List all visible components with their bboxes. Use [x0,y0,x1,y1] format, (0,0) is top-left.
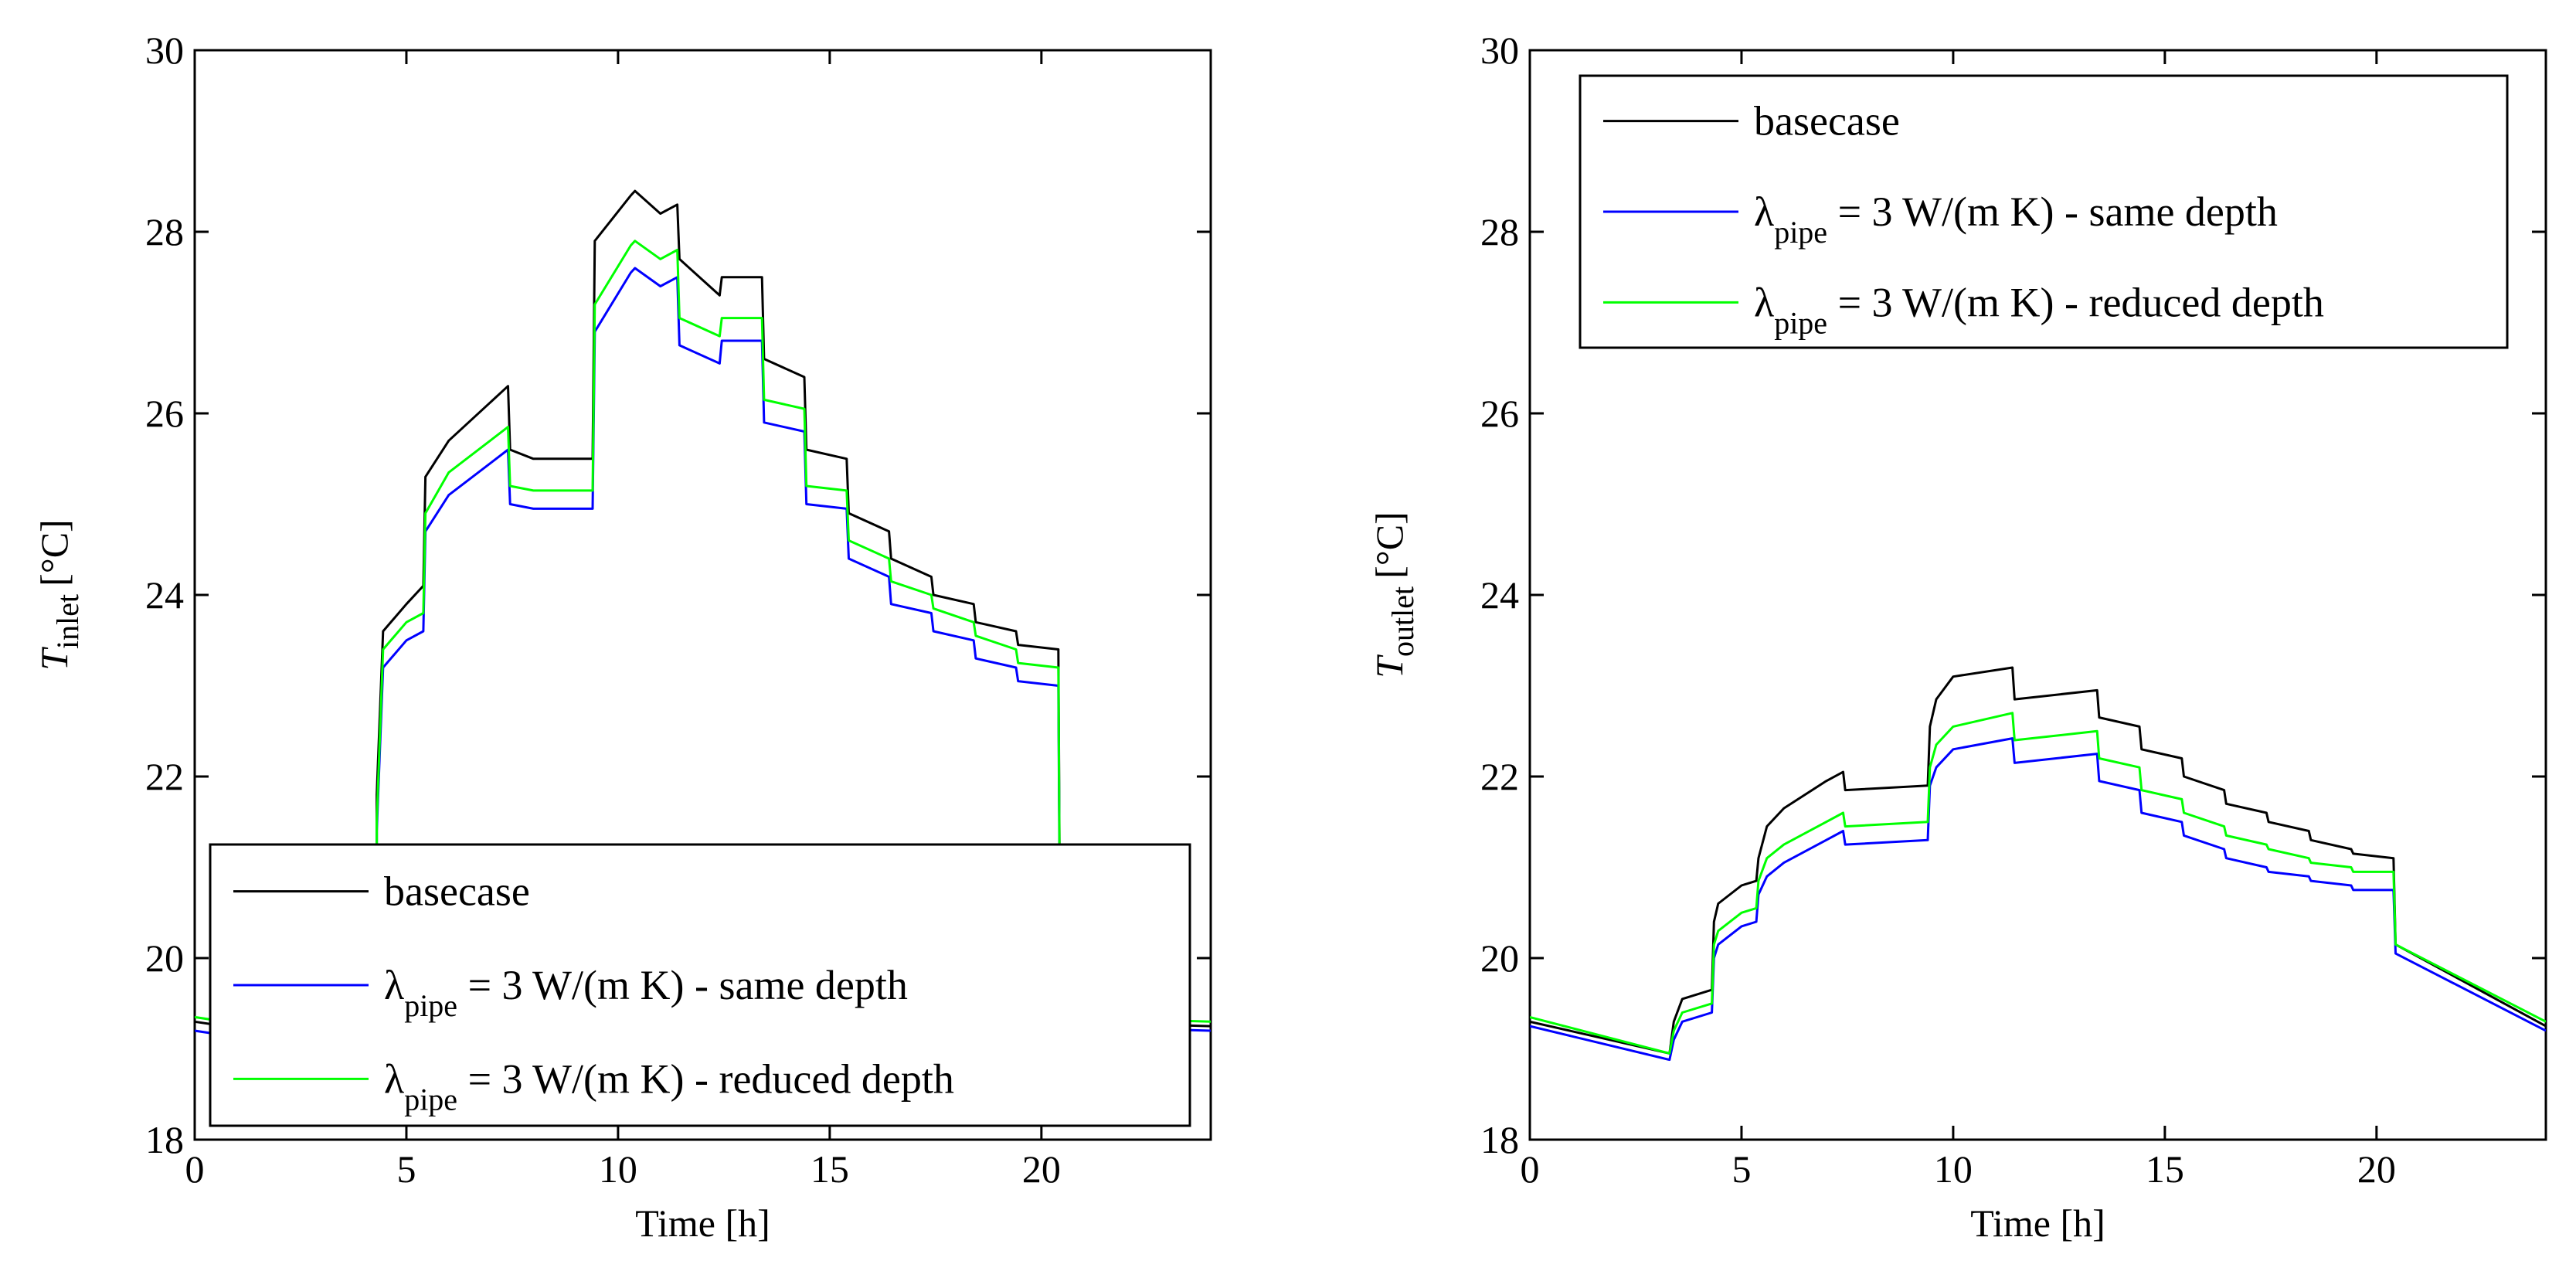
legend-label-1: λpipe = 3 W/(m K) - same depth [384,962,908,1023]
x-tick-label: 5 [396,1147,416,1191]
x-tick-label: 15 [2146,1147,2184,1191]
x-tick-label: 15 [811,1147,849,1191]
y-tick-label: 24 [145,573,184,617]
series-line-0 [1530,666,2546,1055]
legend-label-2: λpipe = 3 W/(m K) - reduced depth [384,1055,954,1116]
y-tick-label: 22 [145,755,184,798]
x-tick-label: 20 [2357,1147,2396,1191]
y-tick-label: 18 [145,1118,184,1161]
y-tick-label: 26 [1480,392,1519,435]
legend-label-0: basecase [384,868,530,915]
x-tick-label: 5 [1731,1147,1751,1191]
legend-label-1: λpipe = 3 W/(m K) - same depth [1754,189,2278,250]
y-tick-label: 30 [1480,29,1519,72]
y-axis-label: Tinlet[°C] [32,519,85,671]
x-axis-label: Time [h] [635,1201,770,1245]
x-tick-label: 10 [1934,1147,1973,1191]
y-tick-label: 26 [145,392,184,435]
x-tick-label: 10 [599,1147,637,1191]
x-tick-label: 20 [1022,1147,1061,1191]
y-tick-label: 28 [145,210,184,253]
legend-box [209,843,1191,1127]
series-line-2 [1530,712,2546,1055]
legend: basecase λpipe = 3 W/(m K) - same depth λp… [209,843,1191,1127]
y-tick-label: 18 [1480,1118,1519,1161]
legend: basecase λpipe = 3 W/(m K) - same depth λp… [1579,74,2509,349]
y-tick-label: 28 [1480,210,1519,253]
x-axis-label: Time [h] [1970,1201,2105,1245]
series-line-2 [195,240,1211,1046]
chart-right: 0 5 10 15 20 18 20 22 24 26 28 30 Time [h] Toutlet[°C… [1368,29,2547,1245]
y-tick-label: 20 [145,936,184,980]
y-tick-label: 30 [145,29,184,72]
x-tick-label: 0 [1521,1147,1540,1191]
series-line-1 [1530,737,2546,1062]
legend-label-0: basecase [1754,98,1900,144]
legend-label-2: λpipe = 3 W/(m K) - reduced depth [1754,279,2324,340]
chart-left: 0 5 10 15 20 18 20 22 24 26 28 30 Time [h] Tinlet[°C]… [32,29,1212,1245]
series-line-0 [195,189,1211,1050]
y-tick-label: 20 [1480,936,1519,980]
y-axis-label: Toutlet[°C] [1368,511,1420,678]
y-tick-label: 24 [1480,573,1519,617]
x-tick-label: 0 [185,1147,205,1191]
y-tick-label: 22 [1480,755,1519,798]
